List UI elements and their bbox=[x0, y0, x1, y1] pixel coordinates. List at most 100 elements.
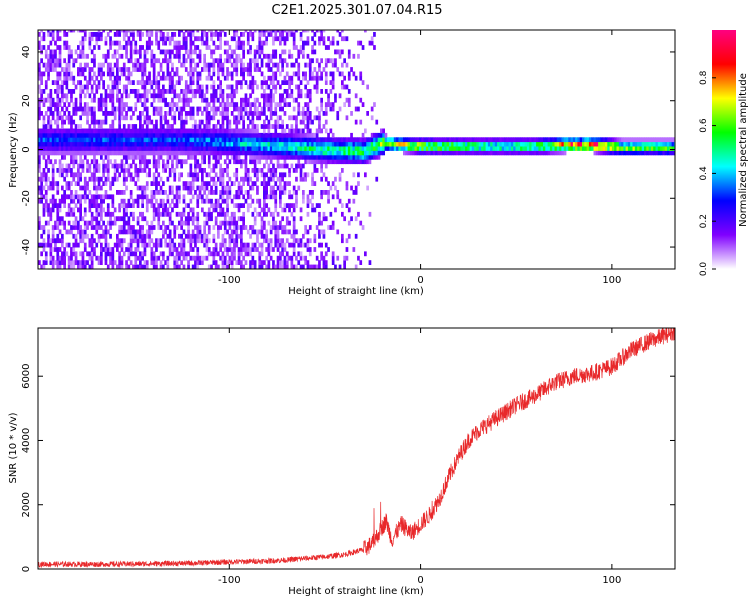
heatmap-cell bbox=[409, 137, 413, 143]
heatmap-cell bbox=[318, 124, 321, 129]
heatmap-cell bbox=[116, 106, 119, 112]
heatmap-cell bbox=[127, 229, 131, 235]
heatmap-cell bbox=[49, 58, 53, 64]
heatmap-cell bbox=[267, 128, 271, 134]
heatmap-cell bbox=[166, 32, 170, 37]
heatmap-cell bbox=[168, 128, 172, 134]
heatmap-cell bbox=[324, 251, 328, 257]
heatmap-cell bbox=[313, 159, 317, 165]
heatmap-cell bbox=[81, 159, 85, 165]
heatmap-cell bbox=[609, 137, 613, 143]
heatmap-cell bbox=[132, 159, 135, 165]
heatmap-cell bbox=[446, 141, 450, 147]
heatmap-cell bbox=[263, 89, 266, 94]
heatmap-cell bbox=[127, 137, 131, 143]
heatmap-cell bbox=[320, 58, 323, 64]
heatmap-cell bbox=[272, 111, 275, 116]
heatmap-cell bbox=[212, 190, 216, 195]
heatmap-cell bbox=[279, 150, 282, 156]
heatmap-cell bbox=[38, 89, 41, 94]
heatmap-cell bbox=[304, 102, 307, 107]
heatmap-cell bbox=[458, 150, 461, 156]
heatmap-cell bbox=[357, 137, 360, 143]
heatmap-cell bbox=[173, 154, 177, 160]
heatmap-cell bbox=[47, 30, 50, 33]
heatmap-cell bbox=[251, 80, 255, 85]
heatmap-cell bbox=[111, 67, 115, 72]
heatmap-cell bbox=[269, 53, 273, 59]
heatmap-cell bbox=[263, 146, 266, 151]
heatmap-cell bbox=[313, 32, 317, 37]
heatmap-cell bbox=[44, 176, 48, 182]
heatmap-cell bbox=[178, 137, 181, 143]
heatmap-cell bbox=[235, 53, 239, 59]
heatmap-cell bbox=[95, 32, 99, 37]
heatmap-cell bbox=[382, 141, 385, 147]
heatmap-cell bbox=[166, 150, 170, 156]
heatmap-cell bbox=[102, 80, 105, 85]
heatmap-cell bbox=[263, 124, 266, 129]
heatmap-cell bbox=[377, 150, 381, 156]
heatmap-cell bbox=[324, 150, 328, 156]
heatmap-cell bbox=[281, 225, 284, 230]
heatmap-cell bbox=[155, 255, 158, 261]
heatmap-cell bbox=[258, 168, 262, 173]
heatmap-cell bbox=[178, 97, 181, 103]
heatmap-cell bbox=[458, 146, 461, 151]
heatmap-cell bbox=[237, 137, 241, 143]
heatmap-cell bbox=[155, 185, 158, 191]
heatmap-cell bbox=[88, 137, 92, 143]
heatmap-cell bbox=[329, 225, 333, 230]
heatmap-cell bbox=[143, 49, 147, 55]
heatmap-cell bbox=[44, 159, 48, 165]
heatmap-cell bbox=[166, 132, 170, 138]
heatmap-cell bbox=[79, 185, 82, 191]
heatmap-cell bbox=[83, 75, 87, 81]
heatmap-cell bbox=[556, 141, 560, 147]
heatmap-cell bbox=[67, 229, 71, 235]
heatmap-cell bbox=[194, 176, 197, 182]
heatmap-cell bbox=[120, 93, 124, 99]
heatmap-cell bbox=[223, 49, 227, 55]
heatmap-cell bbox=[56, 32, 60, 37]
heatmap-cell bbox=[191, 115, 195, 121]
heatmap-cell bbox=[345, 181, 349, 186]
heatmap-cell bbox=[297, 75, 301, 81]
heatmap-cell bbox=[162, 36, 165, 42]
heatmap-cell bbox=[51, 172, 55, 178]
heatmap-cell bbox=[249, 32, 252, 37]
heatmap-cell bbox=[322, 264, 326, 269]
heatmap-cell bbox=[308, 251, 312, 257]
heatmap-cell bbox=[217, 36, 220, 42]
heatmap-cell bbox=[132, 137, 135, 143]
heatmap-cell bbox=[267, 238, 271, 244]
heatmap-cell bbox=[201, 233, 204, 239]
heatmap-cell bbox=[299, 93, 303, 99]
heatmap-cell bbox=[251, 111, 255, 116]
heatmap-cell bbox=[230, 260, 234, 265]
heatmap-cell bbox=[240, 137, 243, 143]
heatmap-cell bbox=[77, 128, 80, 134]
heatmap-cell bbox=[111, 106, 115, 112]
heatmap-cell bbox=[251, 168, 255, 173]
heatmap-cell bbox=[47, 45, 50, 50]
heatmap-cell bbox=[93, 93, 96, 99]
heatmap-cell bbox=[150, 220, 154, 226]
heatmap-cell bbox=[198, 36, 202, 42]
heatmap-cell bbox=[214, 172, 218, 178]
heatmap-cell bbox=[212, 84, 216, 90]
heatmap-cell bbox=[359, 119, 363, 125]
heatmap-cell bbox=[198, 260, 202, 265]
heatmap-cell bbox=[295, 154, 298, 160]
heatmap-cell bbox=[100, 71, 103, 77]
heatmap-cell bbox=[38, 185, 41, 191]
heatmap-cell bbox=[233, 247, 236, 252]
heatmap-cell bbox=[90, 58, 94, 64]
heatmap-cell bbox=[272, 154, 275, 160]
heatmap-cell bbox=[189, 30, 193, 33]
heatmap-cell bbox=[145, 30, 149, 33]
heatmap-cell bbox=[150, 102, 154, 107]
heatmap-cell bbox=[152, 159, 156, 165]
heatmap-cell bbox=[49, 216, 53, 222]
heatmap-cell bbox=[311, 45, 314, 50]
